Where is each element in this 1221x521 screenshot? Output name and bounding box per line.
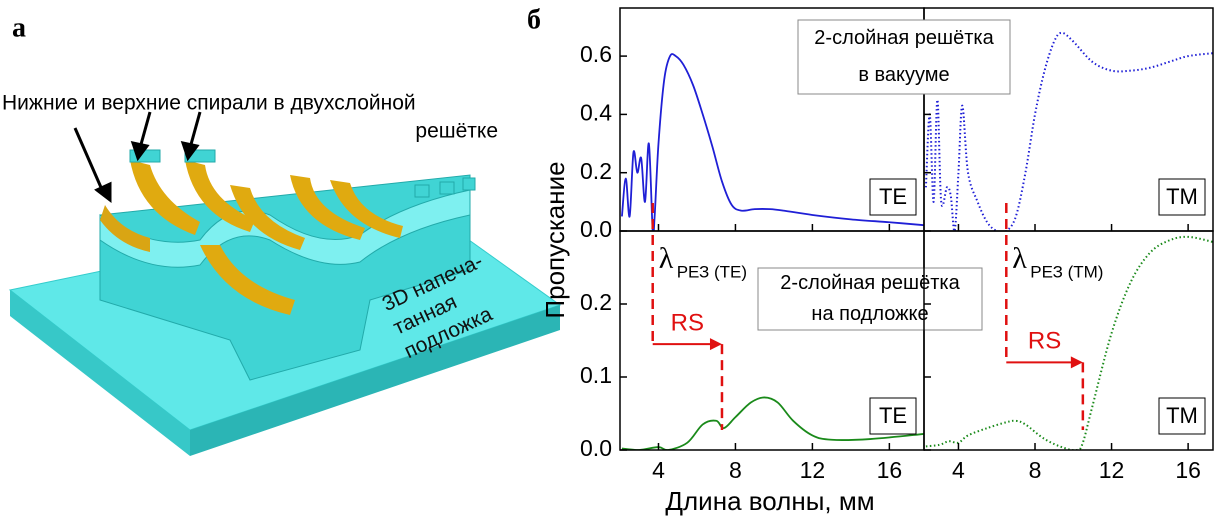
lambda: λ bbox=[1012, 242, 1027, 275]
y-axis-label: Пропускание bbox=[540, 161, 570, 318]
mode-label: TM bbox=[1166, 403, 1198, 428]
x-tick-label: 16 bbox=[1175, 457, 1201, 483]
note-text: в вакууме bbox=[858, 64, 949, 86]
shift-label: RS bbox=[1028, 328, 1061, 355]
annotation: решётке bbox=[415, 120, 498, 143]
y-tick-label: 0.0 bbox=[580, 435, 612, 461]
mode-label: TE bbox=[879, 403, 907, 428]
y-tick-label: 0.1 bbox=[580, 362, 612, 388]
y-tick-label: 0.2 bbox=[580, 289, 612, 315]
note-text: 2-слойная решётка bbox=[814, 27, 994, 49]
lambda-subscript: РЕЗ (TE) bbox=[677, 262, 747, 281]
annotation: Нижние и верхние спирали в двухслойной bbox=[2, 92, 416, 115]
panel-label: а bbox=[12, 12, 26, 43]
mode-label: TE bbox=[879, 184, 907, 209]
y-tick-label: 0.4 bbox=[580, 99, 612, 125]
y-tick-label: 0.6 bbox=[580, 41, 612, 67]
x-tick-label: 8 bbox=[729, 457, 742, 483]
lambda: λ bbox=[659, 242, 674, 275]
x-tick-label: 8 bbox=[1029, 457, 1042, 483]
panel-label: б bbox=[527, 4, 541, 35]
shift-label: RS bbox=[671, 309, 704, 336]
y-tick-label: 0.0 bbox=[580, 216, 612, 242]
note-text: на подложке bbox=[811, 303, 928, 325]
mode-label: TM bbox=[1166, 184, 1198, 209]
x-tick-label: 12 bbox=[800, 457, 826, 483]
x-tick-label: 12 bbox=[1099, 457, 1125, 483]
x-tick-label: 4 bbox=[952, 457, 965, 483]
figure: а Нижние и верхние спирали в двухслойной… bbox=[0, 0, 1221, 521]
note-text: 2-слойная решётка bbox=[780, 272, 960, 294]
x-tick-label: 16 bbox=[877, 457, 903, 483]
lambda-subscript: РЕЗ (TM) bbox=[1030, 262, 1103, 281]
x-axis-label: Длина волны, мм bbox=[665, 486, 874, 516]
x-tick-label: 4 bbox=[652, 457, 665, 483]
y-tick-label: 0.2 bbox=[580, 158, 612, 184]
